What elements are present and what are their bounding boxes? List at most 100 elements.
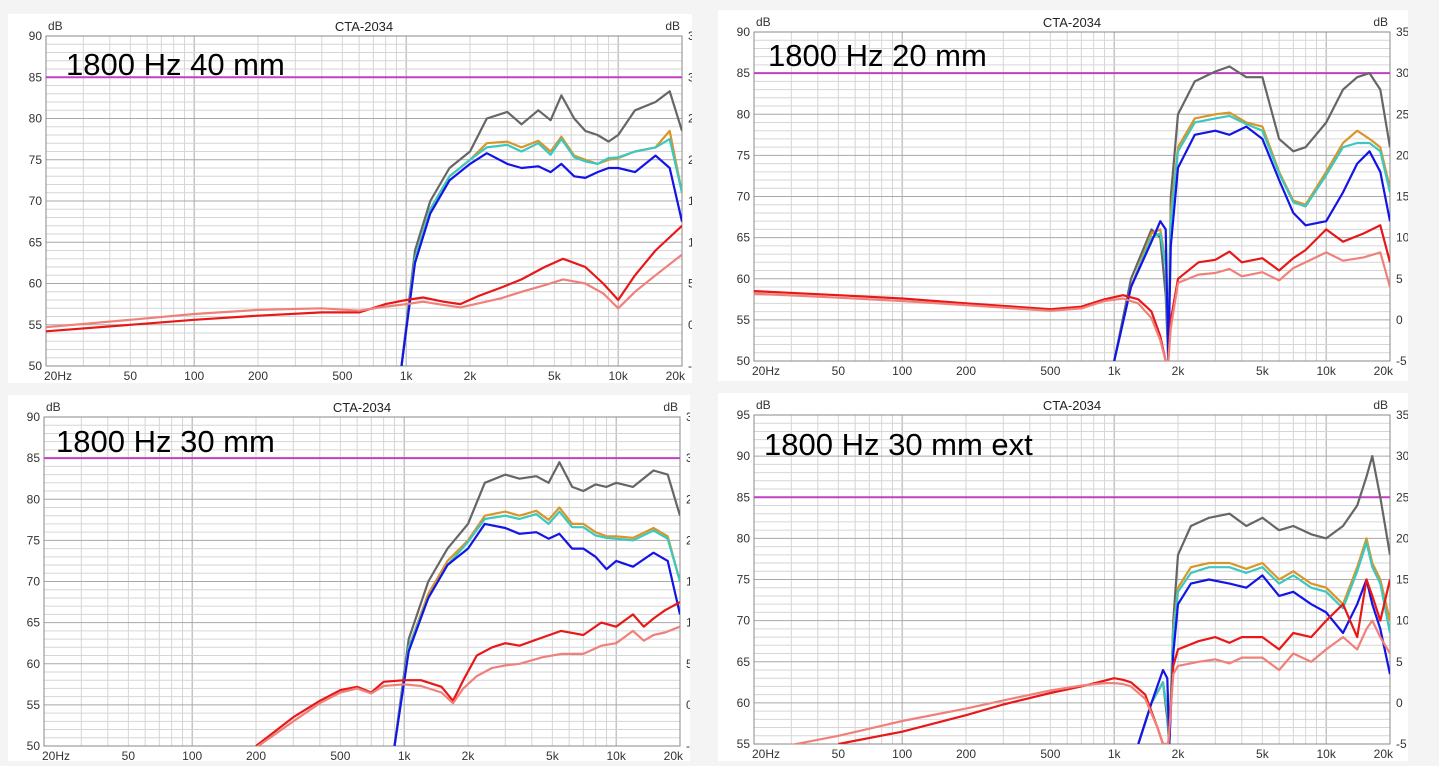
chart-title: CTA-2034 xyxy=(1043,398,1101,413)
x-tick-label: 2k xyxy=(1172,747,1186,761)
y-tick-label: 70 xyxy=(737,614,751,628)
y2-tick-label: 0 xyxy=(1396,696,1403,710)
grid xyxy=(753,31,1391,362)
y-tick-label: 50 xyxy=(29,359,43,373)
y2-tick-label: 20 xyxy=(688,153,692,167)
x-tick-label: 50 xyxy=(124,369,138,383)
y2-tick-label: 10 xyxy=(1396,614,1408,628)
chart-annotation: 1800 Hz 30 mm ext xyxy=(764,427,1033,462)
x-tick-label: 20k xyxy=(666,369,686,383)
y2-tick-label: 0 xyxy=(686,698,690,712)
y2-tick-label: 35 xyxy=(1396,408,1408,422)
x-tick-label: 2k xyxy=(464,369,478,383)
y-tick-label: 85 xyxy=(29,70,43,84)
series-line-cyan xyxy=(1113,114,1390,361)
chart-title: CTA-2034 xyxy=(333,400,391,415)
y2-tick-label: 25 xyxy=(1396,107,1408,121)
chart-title: CTA-2034 xyxy=(1043,15,1101,30)
y2-tick-label: -5 xyxy=(1396,354,1407,368)
x-tick-label: 20Hz xyxy=(44,369,72,383)
y-tick-label: 75 xyxy=(27,533,41,547)
series-line-orange xyxy=(393,506,680,746)
right-unit-label: dB xyxy=(665,19,680,33)
y2-tick-label: 5 xyxy=(1396,655,1403,669)
chart-annotation: 1800 Hz 30 mm xyxy=(56,424,275,459)
series-line-blue xyxy=(1137,574,1390,744)
y2-tick-label: 15 xyxy=(688,194,692,208)
series-line-orange xyxy=(400,129,682,366)
x-tick-label: 20k xyxy=(664,749,684,761)
y-tick-label: 85 xyxy=(737,66,751,80)
y-tick-label: 80 xyxy=(737,531,751,545)
y2-tick-label: 15 xyxy=(686,575,690,589)
series-line-blue xyxy=(393,522,680,746)
left-unit-label: dB xyxy=(48,19,63,33)
series-line-cyan xyxy=(400,137,682,366)
grid xyxy=(45,35,683,367)
x-tick-label: 500 xyxy=(1040,747,1060,761)
y2-tick-label: 25 xyxy=(688,112,692,126)
y-tick-label: 85 xyxy=(27,451,41,465)
y2-tick-label: 30 xyxy=(686,451,690,465)
x-tick-label: 10k xyxy=(607,749,627,761)
x-tick-label: 1k xyxy=(1108,747,1122,761)
chart-annotation: 1800 Hz 20 mm xyxy=(768,38,987,73)
y-tick-label: 80 xyxy=(737,107,751,121)
x-tick-label: 200 xyxy=(248,369,268,383)
frequency-response-chart-40mm: CTA-2034dBdB9085807570656055503530252015… xyxy=(29,19,692,383)
x-tick-label: 200 xyxy=(246,749,266,761)
series-line-salmon xyxy=(790,619,1390,744)
y2-tick-label: 5 xyxy=(686,657,690,671)
y-tick-label: 70 xyxy=(29,194,43,208)
frequency-response-chart-30mm: CTA-2034dBdB9085807570656055503530252015… xyxy=(27,400,690,761)
series-line-blue xyxy=(400,152,682,366)
series-line-salmon xyxy=(46,253,682,329)
series-line-gray xyxy=(393,461,680,746)
x-tick-label: 1k xyxy=(398,749,412,761)
chart-panel-30mm-ext: CTA-2034 dB dB 95 90 85 80 75 70 65 60 55 35 30 25 20 15… xyxy=(718,393,1408,761)
series-line-gray xyxy=(1113,65,1390,361)
chart-title: CTA-2034 xyxy=(335,19,393,34)
chart-panel-30mm: CTA-2034dBdB9085807570656055503530252015… xyxy=(8,395,690,761)
x-tick-label: 100 xyxy=(892,364,912,378)
x-tick-label: 10k xyxy=(1317,747,1337,761)
x-tick-label: 2k xyxy=(462,749,476,761)
x-tick-label: 20k xyxy=(1374,364,1394,378)
y-tick-label: 50 xyxy=(737,354,751,368)
x-tick-label: 1k xyxy=(1108,364,1122,378)
y2-tick-label: 30 xyxy=(688,70,692,84)
x-tick-label: 500 xyxy=(1040,364,1060,378)
y-tick-label: 60 xyxy=(29,277,43,291)
plot-frame xyxy=(753,31,1391,362)
x-tick-label: 20Hz xyxy=(752,747,780,761)
x-tick-label: 200 xyxy=(956,364,976,378)
series-group xyxy=(790,454,1390,744)
right-unit-label: dB xyxy=(1373,398,1388,412)
chart-annotation: 1800 Hz 40 mm xyxy=(66,47,285,82)
y2-tick-label: 5 xyxy=(688,277,692,291)
y-tick-label: 60 xyxy=(737,696,751,710)
y-tick-label: 65 xyxy=(737,231,751,245)
x-tick-label: 5k xyxy=(1256,747,1270,761)
series-group xyxy=(754,65,1390,361)
x-tick-label: 100 xyxy=(184,369,204,383)
x-tick-label: 10k xyxy=(609,369,629,383)
y-tick-label: 95 xyxy=(737,408,751,422)
y2-tick-label: 10 xyxy=(688,235,692,249)
y-tick-label: 55 xyxy=(27,698,41,712)
x-tick-label: 50 xyxy=(832,747,846,761)
frequency-response-chart-30mm-ext: CTA-2034 dB dB 95 90 85 80 75 70 65 60 55 35 30 25 20 15… xyxy=(737,398,1408,761)
x-tick-label: 100 xyxy=(182,749,202,761)
chart-panel-40mm: CTA-2034dBdB9085807570656055503530252015… xyxy=(8,14,692,383)
y2-tick-label: 30 xyxy=(1396,66,1408,80)
y-tick-label: 80 xyxy=(29,112,43,126)
y2-tick-label: 20 xyxy=(1396,531,1408,545)
x-tick-label: 20Hz xyxy=(752,364,780,378)
y2-tick-label: 5 xyxy=(1396,272,1403,286)
y-tick-label: 65 xyxy=(29,235,43,249)
y-tick-label: 90 xyxy=(27,410,41,424)
left-unit-label: dB xyxy=(46,400,61,414)
y-tick-label: 90 xyxy=(737,449,751,463)
x-tick-label: 5k xyxy=(1256,364,1270,378)
